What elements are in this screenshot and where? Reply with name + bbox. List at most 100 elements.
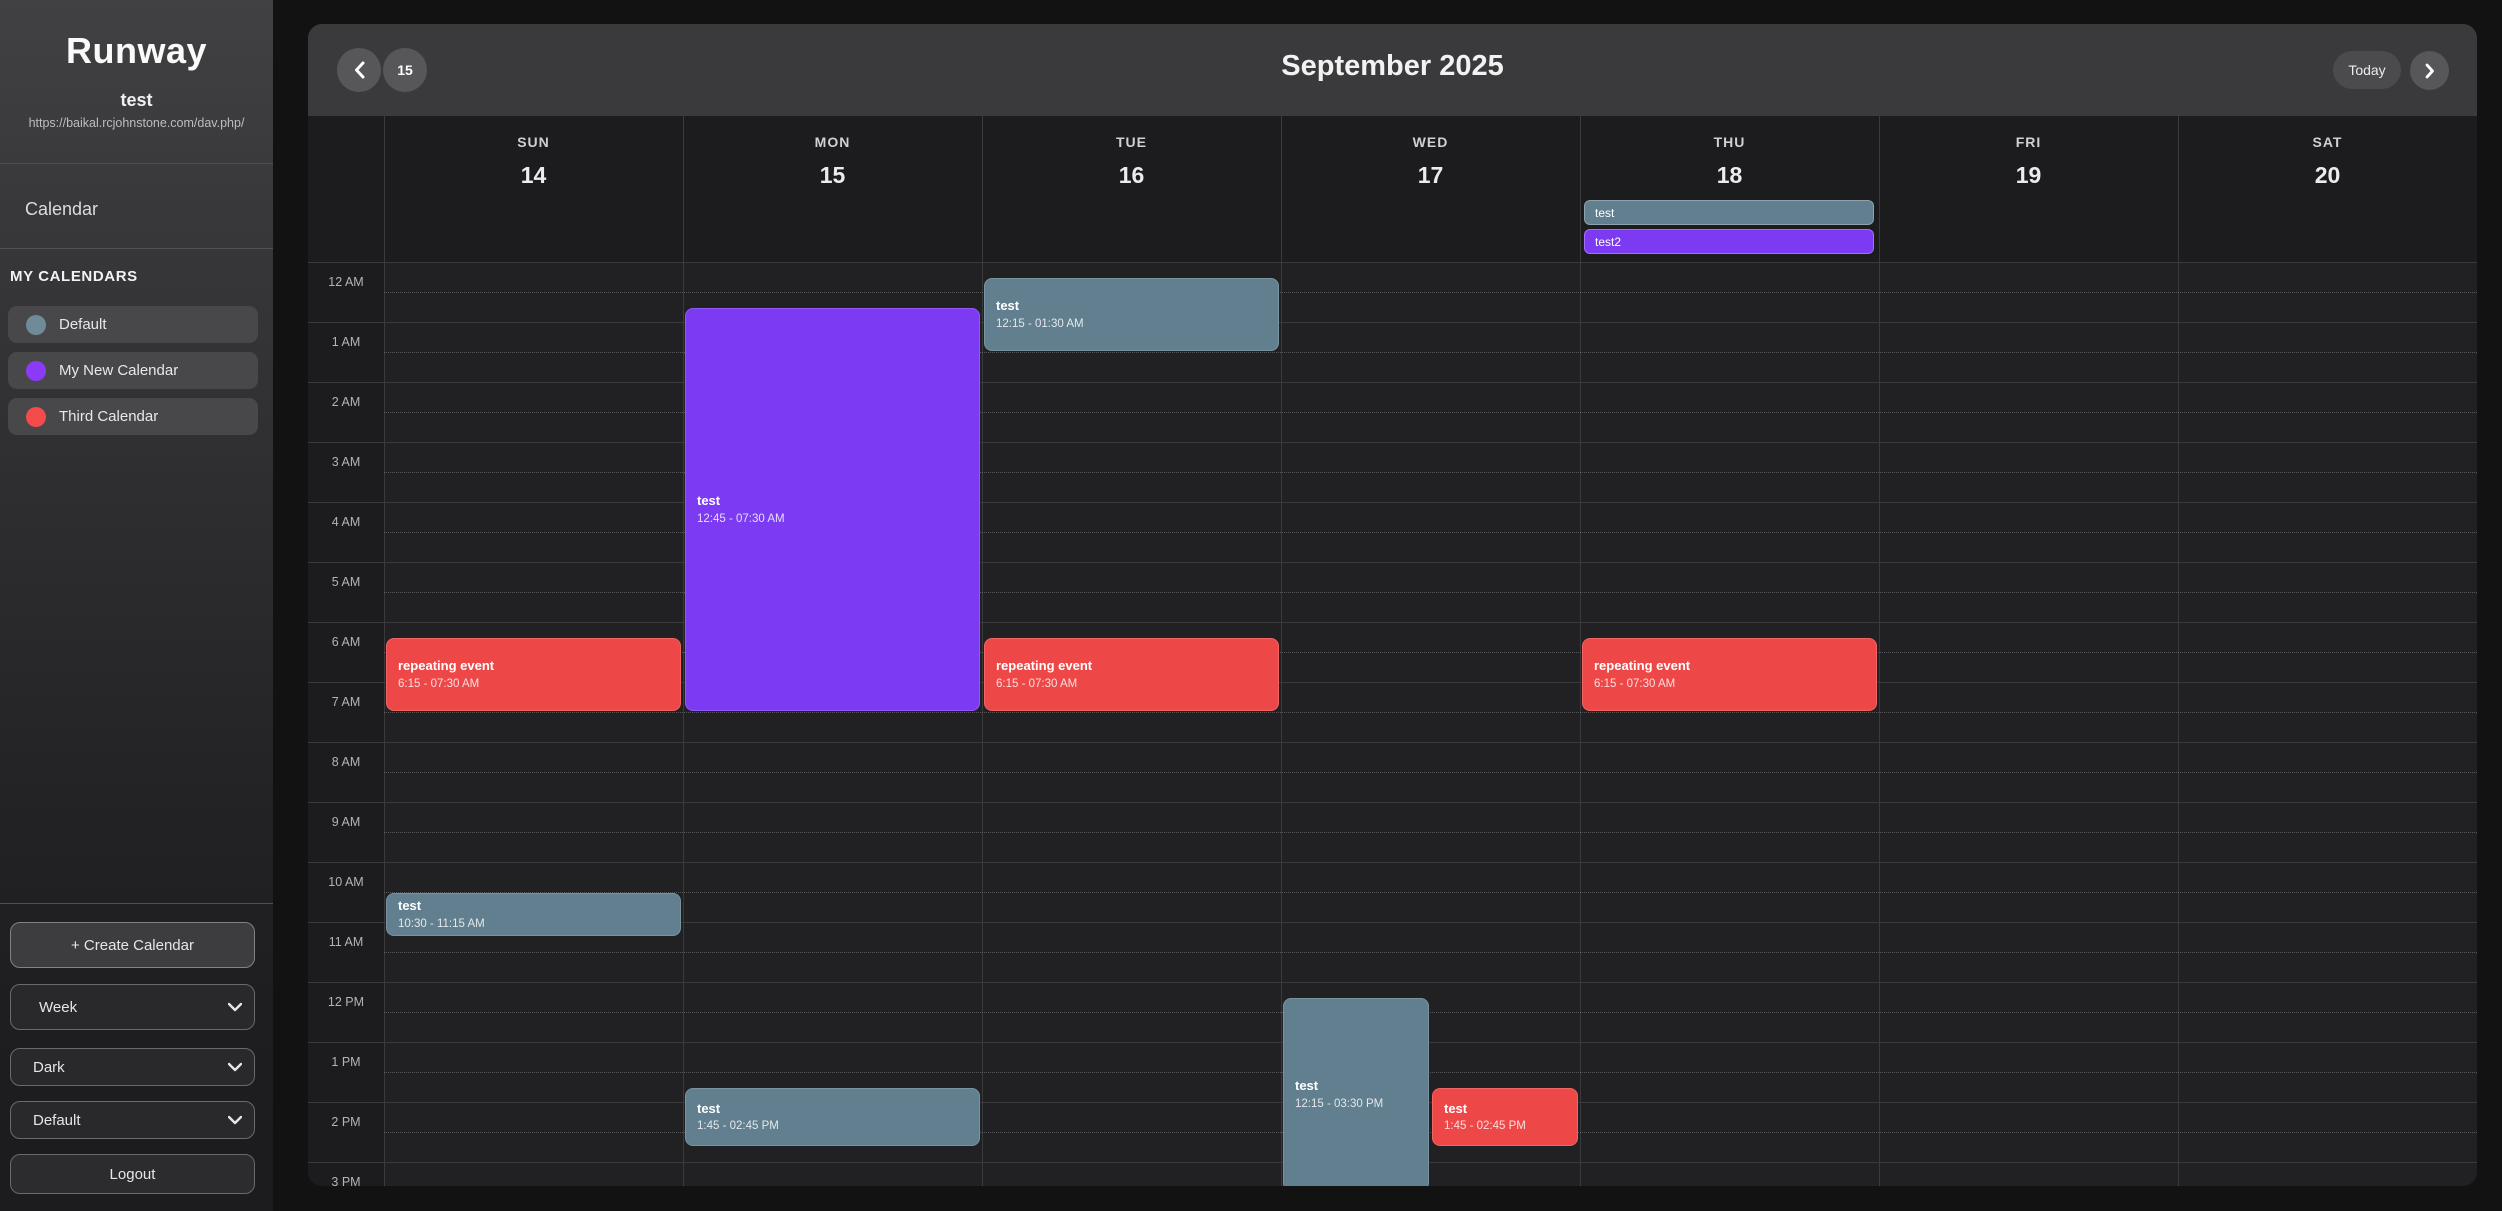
half-hour-line (384, 472, 2477, 473)
calendar-event[interactable]: test 1:45 - 02:45 PM (1432, 1088, 1578, 1146)
event-title: repeating event (1594, 658, 1691, 674)
chevron-down-icon (228, 1115, 242, 1125)
column-border (1580, 116, 1581, 1186)
calendar-event[interactable]: repeating event 6:15 - 07:30 AM (984, 638, 1279, 711)
time-label: 2 PM (331, 1115, 361, 1129)
half-hour-line (384, 1012, 2477, 1013)
time-label: 1 PM (331, 1055, 361, 1069)
day-name: THU (1713, 134, 1746, 150)
day-header: SUN 14 (384, 116, 683, 262)
day-date: 20 (2314, 162, 2341, 188)
time-label: 3 AM (331, 455, 361, 469)
hour-line (308, 982, 2477, 983)
chevron-left-icon (354, 61, 365, 79)
event-title: test2 (1595, 234, 1622, 249)
month-title: September 2025 (1281, 50, 1504, 82)
column-border (982, 116, 983, 1186)
half-hour-line (384, 652, 2477, 653)
time-gutter (308, 116, 384, 1186)
time-label: 3 PM (331, 1175, 361, 1186)
event-time: 1:45 - 02:45 PM (1444, 1120, 1526, 1133)
hour-line (308, 382, 2477, 383)
event-title: test (398, 898, 422, 914)
sidebar-divider (0, 163, 273, 164)
hour-line (308, 262, 2477, 263)
date-badge-button[interactable]: 15 (383, 48, 427, 92)
sidebar-item-calendar[interactable]: Calendar (25, 199, 99, 219)
calendar-name: Default (59, 316, 107, 333)
event-title: test (1295, 1078, 1319, 1094)
calendar-color-dot (26, 406, 46, 427)
event-title: repeating event (996, 658, 1093, 674)
prev-week-button[interactable] (337, 48, 381, 92)
time-label: 11 AM (328, 935, 364, 949)
calendar-event[interactable]: test 12:15 - 03:30 PM (1283, 998, 1429, 1186)
day-date: 15 (819, 162, 846, 188)
calendar-panel: 15 September 2025 Today SUN 14 MON 15 TUE 16 W… (308, 24, 2477, 1186)
calendar-event[interactable]: repeating event 6:15 - 07:30 AM (386, 638, 681, 711)
time-label: 1 AM (331, 335, 361, 349)
half-hour-line (384, 832, 2477, 833)
column-border (1879, 116, 1880, 1186)
my-calendars-heading: MY CALENDARS (10, 268, 138, 285)
next-week-button[interactable] (2410, 51, 2449, 90)
calendar-name: My New Calendar (59, 362, 179, 379)
calendar-event[interactable]: test 12:15 - 01:30 AM (984, 278, 1279, 351)
sidebar-divider (0, 903, 273, 904)
half-hour-line (384, 1132, 2477, 1133)
day-date: 16 (1118, 162, 1145, 188)
calendar-list-item[interactable]: My New Calendar (8, 352, 258, 389)
event-title: test (697, 493, 721, 509)
event-title: repeating event (398, 658, 495, 674)
view-select[interactable]: Week (10, 984, 255, 1030)
half-hour-line (384, 412, 2477, 413)
username: test (120, 90, 153, 110)
today-button[interactable]: Today (2333, 51, 2401, 89)
day-name: TUE (1116, 134, 1147, 150)
event-time: 12:45 - 07:30 AM (697, 512, 785, 525)
time-label: 5 AM (331, 575, 361, 589)
calendar-event[interactable]: test 10:30 - 11:15 AM (386, 893, 681, 936)
time-label: 2 AM (331, 395, 361, 409)
time-label: 6 AM (331, 635, 361, 649)
column-border (683, 116, 684, 1186)
hour-line (308, 802, 2477, 803)
day-header: MON 15 (683, 116, 982, 262)
time-label: 9 AM (331, 815, 361, 829)
chevron-down-icon (228, 1002, 242, 1012)
calendar-event[interactable]: test 1:45 - 02:45 PM (685, 1088, 980, 1146)
event-time: 12:15 - 03:30 PM (1295, 1097, 1384, 1110)
day-header: SAT 20 (2178, 116, 2477, 262)
hour-line (308, 742, 2477, 743)
hour-line (308, 622, 2477, 623)
half-hour-line (384, 292, 2477, 293)
create-calendar-button[interactable]: + Create Calendar (10, 922, 255, 968)
theme-select[interactable]: Dark (10, 1048, 255, 1086)
chevron-down-icon (228, 1062, 242, 1072)
event-title: test (697, 1100, 721, 1116)
column-border (384, 116, 385, 1186)
calendar-list-item[interactable]: Third Calendar (8, 398, 258, 435)
event-title: test (996, 298, 1020, 314)
calendar-event[interactable]: repeating event 6:15 - 07:30 AM (1582, 638, 1877, 711)
day-date: 14 (520, 162, 547, 188)
column-border (1281, 116, 1282, 1186)
calendar-list-item[interactable]: Default (8, 306, 258, 343)
calendar-color-dot (26, 360, 46, 381)
half-hour-line (384, 892, 2477, 893)
hour-line (308, 862, 2477, 863)
half-hour-line (384, 952, 2477, 953)
hour-line (308, 922, 2477, 923)
default-calendar-select[interactable]: Default (10, 1101, 255, 1139)
logout-button[interactable]: Logout (10, 1154, 255, 1194)
column-border (2178, 116, 2179, 1186)
event-title: test (1444, 1100, 1468, 1116)
all-day-event[interactable]: test2 (1584, 229, 1874, 254)
day-header-row: SUN 14 MON 15 TUE 16 WED 17 THU 18 FRI 19 SAT 20 test t… (308, 116, 2477, 262)
day-date: 18 (1716, 162, 1743, 188)
all-day-event[interactable]: test (1584, 200, 1874, 225)
half-hour-line (384, 712, 2477, 713)
event-time: 6:15 - 07:30 AM (398, 677, 480, 690)
half-hour-line (384, 592, 2477, 593)
calendar-event[interactable]: test 12:45 - 07:30 AM (685, 308, 980, 711)
